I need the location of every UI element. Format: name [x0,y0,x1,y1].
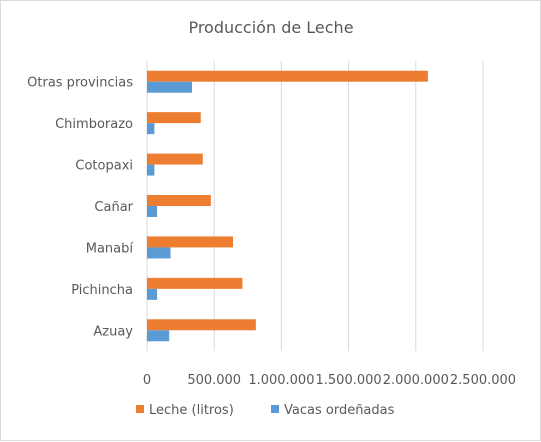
bar-leche [147,70,428,82]
chart-title: Producción de Leche [188,18,353,37]
category-label: Otras provincias [27,76,133,91]
legend-swatch [271,405,279,413]
bar-vacas [147,206,158,217]
category-label: Manabí [86,241,134,256]
bar-vacas [147,288,158,300]
bar-vacas [147,123,155,135]
legend-label: Leche (litros) [149,403,234,418]
x-tick-label: 2.000.000 [383,373,449,388]
bar-leche [147,112,201,124]
category-label: Cañar [94,200,133,215]
legend-swatch [136,405,144,413]
category-label: Chimborazo [55,117,133,132]
gridlines [146,61,484,351]
bar-vacas [147,330,170,342]
x-tick-label: 2.500.000 [450,373,516,388]
bar-vacas [147,164,155,176]
category-label: Azuay [93,324,133,339]
x-tick-label: 1.000.000 [248,373,314,388]
bars [147,70,428,342]
x-tick-label: 1.500.000 [316,373,382,388]
bar-vacas [147,81,193,93]
x-tick-label: 500.000 [187,373,241,388]
bar-leche [147,195,211,206]
category-label: Cotopaxi [75,159,133,174]
category-label: Pichincha [71,283,133,298]
bar-leche [147,153,203,165]
x-tick-label: 0 [143,373,151,388]
legend-label: Vacas ordeñadas [284,403,395,418]
legend: Leche (litros) Vacas ordeñadas [136,403,395,418]
bar-leche [147,319,256,331]
x-tick-labels: 0 500.000 1.000.000 1.500.000 2.000.000 2.500… [143,373,516,388]
bar-leche [147,277,243,289]
bar-leche [147,236,234,248]
category-labels: Otras provincias Chimborazo Cotopaxi Cañar M… [27,76,134,340]
bar-vacas [147,247,171,259]
